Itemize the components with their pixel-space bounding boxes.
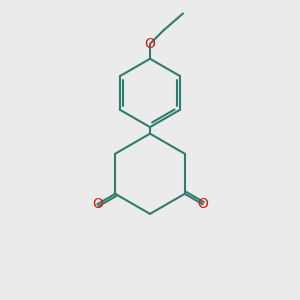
Text: O: O bbox=[92, 197, 103, 211]
Text: O: O bbox=[197, 197, 208, 211]
Text: O: O bbox=[145, 37, 155, 51]
